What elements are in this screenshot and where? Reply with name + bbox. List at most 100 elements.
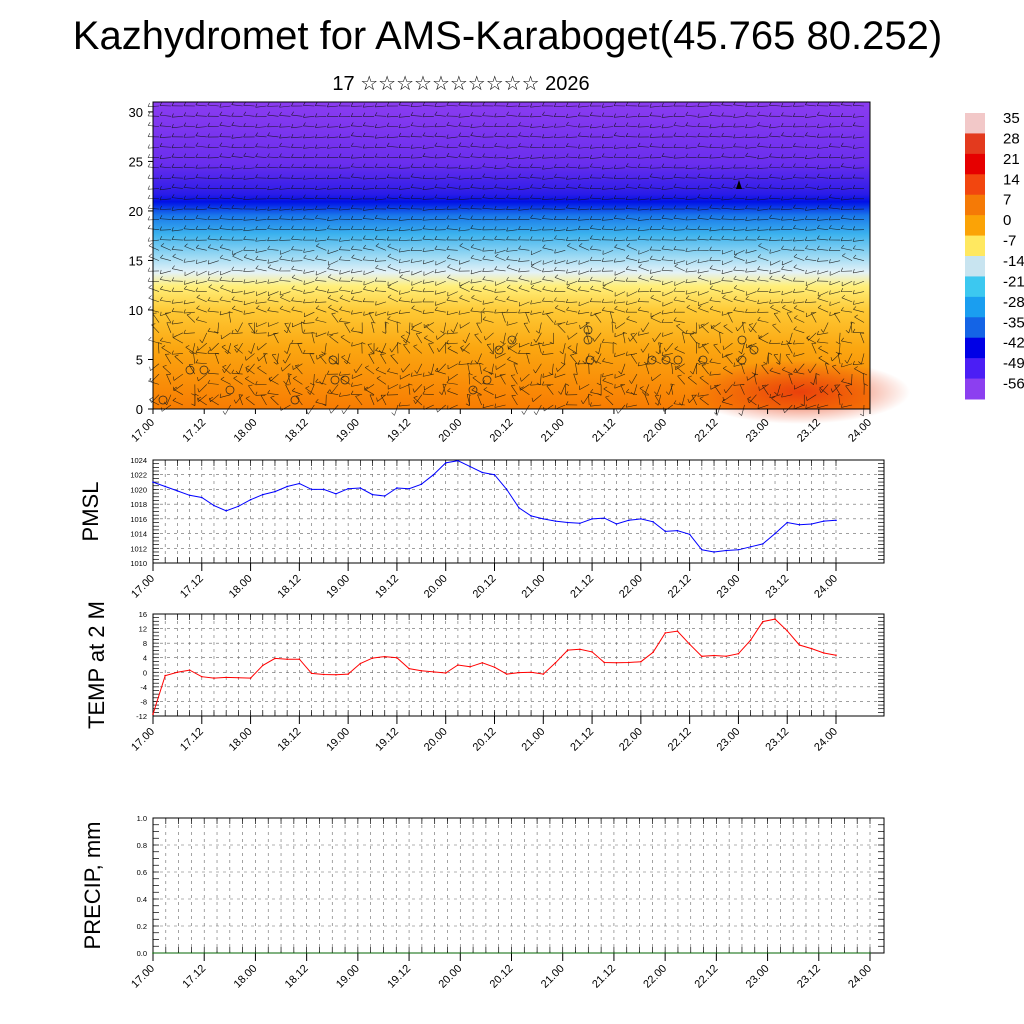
wind-barb	[351, 311, 363, 315]
wind-barb	[614, 291, 626, 297]
wind-barb	[677, 375, 685, 385]
wind-barb-flag	[661, 225, 665, 229]
wind-barb-flag	[558, 391, 562, 395]
x-tick-label: 19.12	[373, 573, 401, 601]
wind-barb	[243, 270, 255, 272]
wind-barb-flag	[243, 175, 246, 180]
wind-barb	[224, 404, 231, 415]
data-point	[591, 651, 593, 653]
wind-barb	[369, 394, 375, 406]
wind-barb-flag	[291, 102, 294, 107]
wind-barb-flag	[804, 163, 808, 168]
wind-barb	[578, 245, 590, 251]
wind-barb-flag	[484, 336, 486, 341]
wind-barb-flag	[650, 294, 654, 299]
x-tick-label: 20.12	[471, 726, 499, 754]
wind-barb-flag	[840, 154, 843, 159]
wind-barb	[494, 167, 506, 169]
wind-barb-flag	[536, 382, 541, 386]
wind-barb-flag	[804, 113, 807, 118]
wind-barb-flag	[625, 132, 629, 137]
wind-barb-flag	[222, 411, 226, 415]
wind-barb-flag	[293, 376, 297, 379]
wind-barb-flag	[577, 206, 581, 211]
wind-barb	[817, 114, 829, 117]
wind-barb-flag	[219, 254, 223, 259]
wind-barb	[279, 291, 291, 296]
wind-barb-flag	[661, 205, 664, 210]
wind-barb	[530, 301, 542, 305]
wind-barb	[279, 136, 291, 139]
wind-barb	[863, 373, 865, 385]
wind-barb	[785, 354, 793, 364]
wind-barb	[757, 269, 769, 272]
wind-barb-flag	[362, 225, 366, 230]
wind-barb	[482, 115, 494, 117]
wind-barb	[853, 309, 865, 313]
wind-barb	[673, 135, 685, 138]
wind-barb-flag	[510, 339, 514, 344]
wind-barb	[758, 245, 769, 251]
wind-barb	[649, 146, 661, 148]
wind-barb	[661, 177, 673, 180]
wind-barb	[781, 208, 793, 211]
wind-barb	[453, 322, 459, 333]
wind-barb-flag	[494, 123, 497, 127]
wind-barb	[530, 217, 542, 220]
wind-barb	[637, 157, 649, 159]
wind-barb-flag	[614, 305, 618, 310]
wind-barb	[725, 384, 733, 394]
wind-barb-flag	[149, 366, 151, 371]
wind-barb-flag	[267, 279, 270, 284]
wind-barb	[245, 397, 255, 406]
wind-barb-flag	[841, 378, 845, 382]
wind-barb	[518, 146, 530, 148]
wind-barb	[159, 177, 171, 180]
wind-barb-flag	[375, 243, 380, 247]
wind-barb	[375, 126, 387, 128]
wind-barb	[523, 323, 530, 333]
wind-barb-flag	[518, 185, 521, 190]
wind-barb	[642, 342, 650, 353]
wind-barb-flag	[243, 254, 248, 258]
wind-barb	[291, 390, 303, 395]
wind-barb	[195, 208, 207, 211]
wind-barb-flag	[661, 133, 664, 138]
wind-barb-flag	[542, 244, 546, 248]
wind-barb-flag	[147, 194, 151, 199]
wind-barb	[315, 279, 327, 282]
wind-barb	[171, 322, 183, 325]
wind-barb-flag	[769, 288, 772, 293]
wind-barb	[698, 277, 709, 282]
wind-barb	[817, 167, 829, 170]
wind-barb-flag	[781, 216, 784, 221]
x-tick-label: 17.12	[180, 417, 208, 445]
wind-barb	[159, 198, 171, 201]
wind-barb	[806, 394, 817, 401]
wind-barb	[661, 116, 673, 118]
wind-barb	[578, 198, 590, 201]
wind-barb	[829, 270, 841, 276]
wind-barb-flag	[435, 301, 437, 306]
wind-barb	[566, 198, 578, 201]
wind-barb	[380, 395, 387, 406]
wind-barb	[458, 229, 470, 232]
wind-barb	[788, 332, 793, 344]
wind-barb-flag	[327, 216, 329, 221]
wind-barb-flag	[387, 284, 392, 288]
wind-barb	[685, 280, 697, 284]
wind-barb	[150, 363, 160, 371]
wind-barb	[829, 197, 841, 200]
wind-barb	[745, 229, 757, 231]
wind-barb	[781, 269, 793, 272]
wind-barb-flag	[398, 402, 401, 407]
wind-barb-flag	[189, 351, 193, 355]
wind-barb	[172, 332, 184, 338]
wind-barb	[578, 208, 590, 211]
wind-barb	[685, 146, 697, 149]
wind-barb	[195, 104, 207, 107]
wind-barb-flag	[267, 259, 270, 264]
data-point	[335, 674, 337, 676]
wind-barb-flag	[769, 205, 772, 210]
wind-barb	[387, 266, 399, 272]
